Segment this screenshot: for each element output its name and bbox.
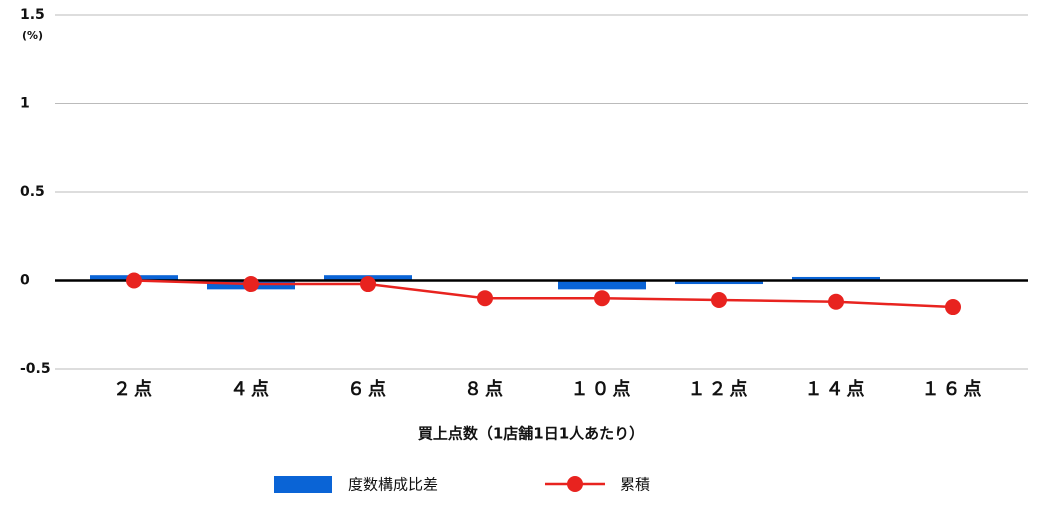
x-tick-label: １６点 [922, 378, 985, 400]
x-tick-label: ２点 [113, 378, 155, 400]
x-tick-label: １４点 [805, 378, 868, 400]
y-tick-label: 1 [20, 96, 30, 112]
x-axis-title: 買上点数（1店舗1日1人あたり） [418, 425, 644, 443]
x-tick-label: １２点 [688, 378, 751, 400]
legend-label: 累積 [620, 476, 650, 494]
marker [360, 276, 376, 293]
bar [675, 280, 763, 285]
bar [792, 276, 880, 281]
x-tick-label: ４点 [230, 378, 272, 400]
x-tick-label: １０点 [571, 378, 634, 400]
y-tick-label: -0.5 [20, 361, 51, 377]
legend-swatch [274, 476, 332, 493]
marker [126, 272, 142, 289]
bar [558, 280, 646, 290]
x-tick-label: ６点 [347, 378, 389, 400]
y-unit: (%) [22, 29, 43, 42]
x-tick-label: ８点 [464, 378, 506, 400]
line [133, 279, 954, 309]
marker [243, 276, 259, 293]
y-tick-label: 0.5 [20, 184, 45, 200]
marker [711, 291, 727, 308]
legend-swatch [567, 476, 583, 492]
y-tick-label: 1.5 [20, 7, 45, 23]
marker [477, 290, 493, 307]
legend-label: 度数構成比差 [348, 476, 438, 494]
marker [945, 299, 961, 316]
y-tick-label: 0 [20, 273, 30, 289]
marker [594, 290, 610, 307]
marker [828, 293, 844, 310]
